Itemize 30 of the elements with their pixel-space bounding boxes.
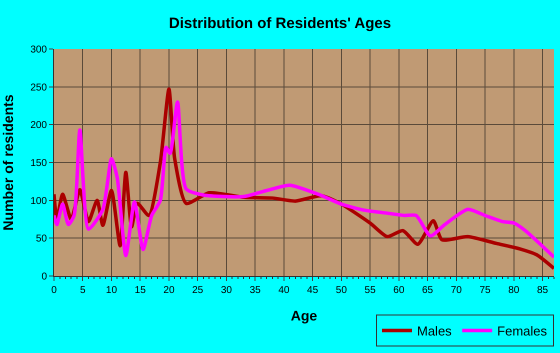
x-tick-label: 20 (163, 285, 175, 296)
x-tick-label: 75 (479, 285, 492, 296)
x-tick-label: 15 (134, 285, 146, 296)
x-tick-label: 85 (536, 285, 549, 296)
x-tick-label: 5 (80, 285, 86, 296)
x-tick-label: 70 (450, 285, 462, 296)
y-tick-label: 200 (30, 120, 48, 132)
x-tick-label: 55 (364, 285, 376, 296)
x-tick-label: 50 (336, 285, 348, 296)
x-tick-label: 0 (51, 285, 58, 296)
y-tick-label: 50 (36, 234, 48, 245)
legend-label: Females (497, 324, 548, 339)
y-tick-label: 250 (30, 82, 48, 94)
y-tick-label: 150 (30, 158, 48, 169)
legend-label: Males (417, 324, 452, 339)
x-tick-label: 65 (422, 285, 434, 296)
y-tick-label: 100 (30, 196, 48, 207)
x-axis-title: Age (290, 307, 318, 324)
x-tick-label: 10 (106, 285, 118, 296)
x-tick-label: 30 (220, 285, 232, 296)
x-tick-label: 40 (278, 285, 290, 296)
y-tick-label: 300 (30, 44, 48, 56)
x-tick-label: 80 (508, 285, 520, 296)
x-tick-label: 60 (393, 285, 405, 296)
x-tick-label: 45 (307, 285, 319, 296)
y-axis-title: Number of residents (0, 94, 16, 231)
chart-title: Distribution of Residents' Ages (168, 15, 392, 32)
y-tick-label: 0 (41, 272, 48, 282)
x-tick-label: 35 (250, 285, 262, 296)
x-tick-label: 25 (192, 285, 204, 296)
